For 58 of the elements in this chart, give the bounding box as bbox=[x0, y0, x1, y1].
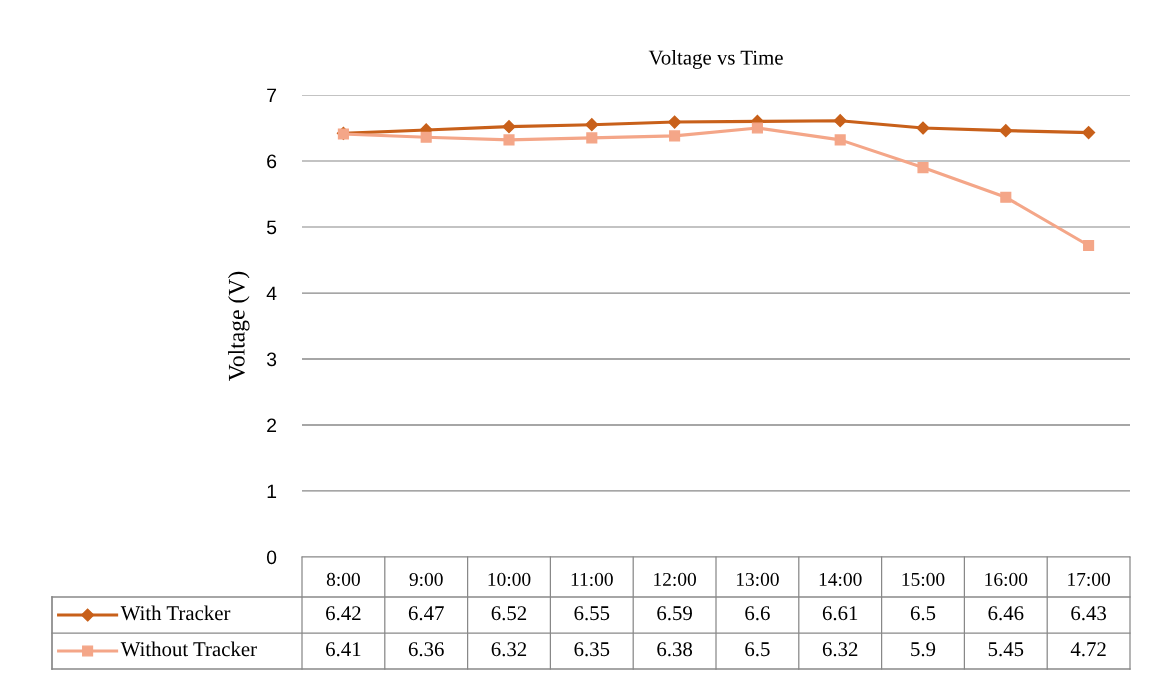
y-tick-label: 2 bbox=[267, 418, 277, 433]
point bbox=[834, 134, 846, 146]
x-tick-label: 16:00 bbox=[985, 572, 1028, 587]
data-label: 6.47 bbox=[408, 606, 444, 621]
point bbox=[1083, 239, 1095, 252]
point bbox=[1000, 191, 1012, 203]
point bbox=[585, 118, 599, 132]
data-label: 6.55 bbox=[574, 606, 610, 621]
point bbox=[833, 114, 847, 128]
point bbox=[586, 132, 598, 144]
x-tick-label: 9:00 bbox=[409, 572, 443, 587]
y-axis-title: Voltage (V) bbox=[228, 271, 250, 381]
x-tick-label: 10:00 bbox=[488, 572, 531, 587]
x-tick-label: 8:00 bbox=[326, 572, 360, 587]
point bbox=[502, 120, 516, 134]
legend-label: Without Tracker bbox=[120, 641, 257, 657]
x-tick-label: 12:00 bbox=[654, 572, 696, 587]
data-label: 6.59 bbox=[657, 606, 692, 621]
data-label: 6.5 bbox=[745, 642, 770, 657]
y-tick-label: 3 bbox=[266, 352, 277, 367]
data-label: 6.32 bbox=[491, 642, 527, 657]
data-label: 6.46 bbox=[988, 606, 1024, 621]
data-label: 6.35 bbox=[574, 642, 610, 657]
data-label: 5.45 bbox=[988, 642, 1024, 657]
legend-label: With Tracker bbox=[120, 605, 231, 621]
point bbox=[916, 121, 930, 135]
y-tick-label: 6 bbox=[267, 154, 277, 169]
point bbox=[669, 130, 681, 142]
point bbox=[668, 115, 682, 129]
data-label: 6.38 bbox=[657, 642, 693, 657]
point bbox=[917, 162, 929, 174]
point bbox=[503, 134, 515, 146]
data-label: 6.36 bbox=[408, 642, 444, 657]
y-tick-label: 1 bbox=[267, 484, 277, 499]
data-label: 6.42 bbox=[326, 606, 361, 621]
data-label: 6.61 bbox=[822, 606, 858, 621]
y-tick-label: 5 bbox=[266, 220, 277, 235]
data-label: 6.32 bbox=[822, 642, 858, 657]
x-tick-label: 11:00 bbox=[571, 572, 613, 587]
chart-title: Voltage vs Time bbox=[648, 49, 783, 69]
data-label: 5.9 bbox=[911, 642, 936, 657]
data-label: 6.6 bbox=[745, 606, 770, 621]
data-label: 6.41 bbox=[326, 642, 361, 657]
point bbox=[1082, 126, 1096, 140]
point bbox=[420, 131, 432, 143]
y-tick-label: 7 bbox=[267, 88, 277, 103]
point bbox=[999, 124, 1013, 138]
data-label: 6.43 bbox=[1071, 606, 1107, 621]
point bbox=[751, 122, 763, 134]
y-tick-label: 0 bbox=[266, 550, 277, 565]
x-tick-label: 13:00 bbox=[736, 572, 779, 587]
data-label: 6.52 bbox=[491, 606, 527, 621]
x-tick-label: 14:00 bbox=[819, 572, 862, 587]
y-tick-label: 4 bbox=[266, 286, 277, 301]
data-label: 6.5 bbox=[910, 606, 936, 621]
data-label: 4.72 bbox=[1070, 642, 1106, 657]
x-tick-label: 17:00 bbox=[1068, 572, 1110, 587]
x-tick-label: 15:00 bbox=[902, 572, 945, 587]
